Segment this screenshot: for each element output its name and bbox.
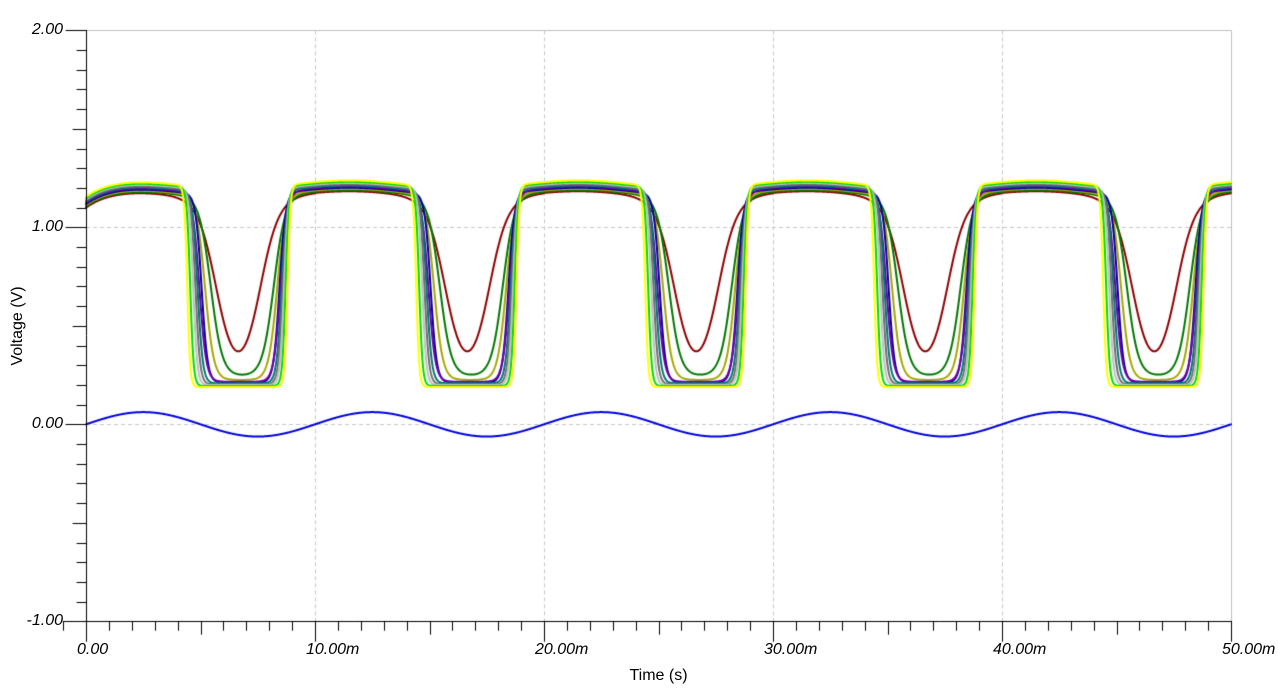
x-tick-label: 0.00 xyxy=(77,641,109,658)
y-tick-label: -1.00 xyxy=(26,612,63,630)
y-tick-label: 0.00 xyxy=(31,415,63,433)
y-tick-label: 2.00 xyxy=(31,21,63,39)
x-tick-label: 10.00m xyxy=(306,641,360,658)
x-tick-label: 30.00m xyxy=(764,641,818,658)
x-tick-label: 40.00m xyxy=(993,641,1047,658)
y-tick-label: 1.00 xyxy=(31,218,63,236)
x-axis-title: Time (s) xyxy=(629,667,688,684)
x-tick-label: 50.00m xyxy=(1222,641,1276,658)
y-axis-title: Voltage (V) xyxy=(9,286,26,366)
x-tick-label: 20.00m xyxy=(535,641,589,658)
